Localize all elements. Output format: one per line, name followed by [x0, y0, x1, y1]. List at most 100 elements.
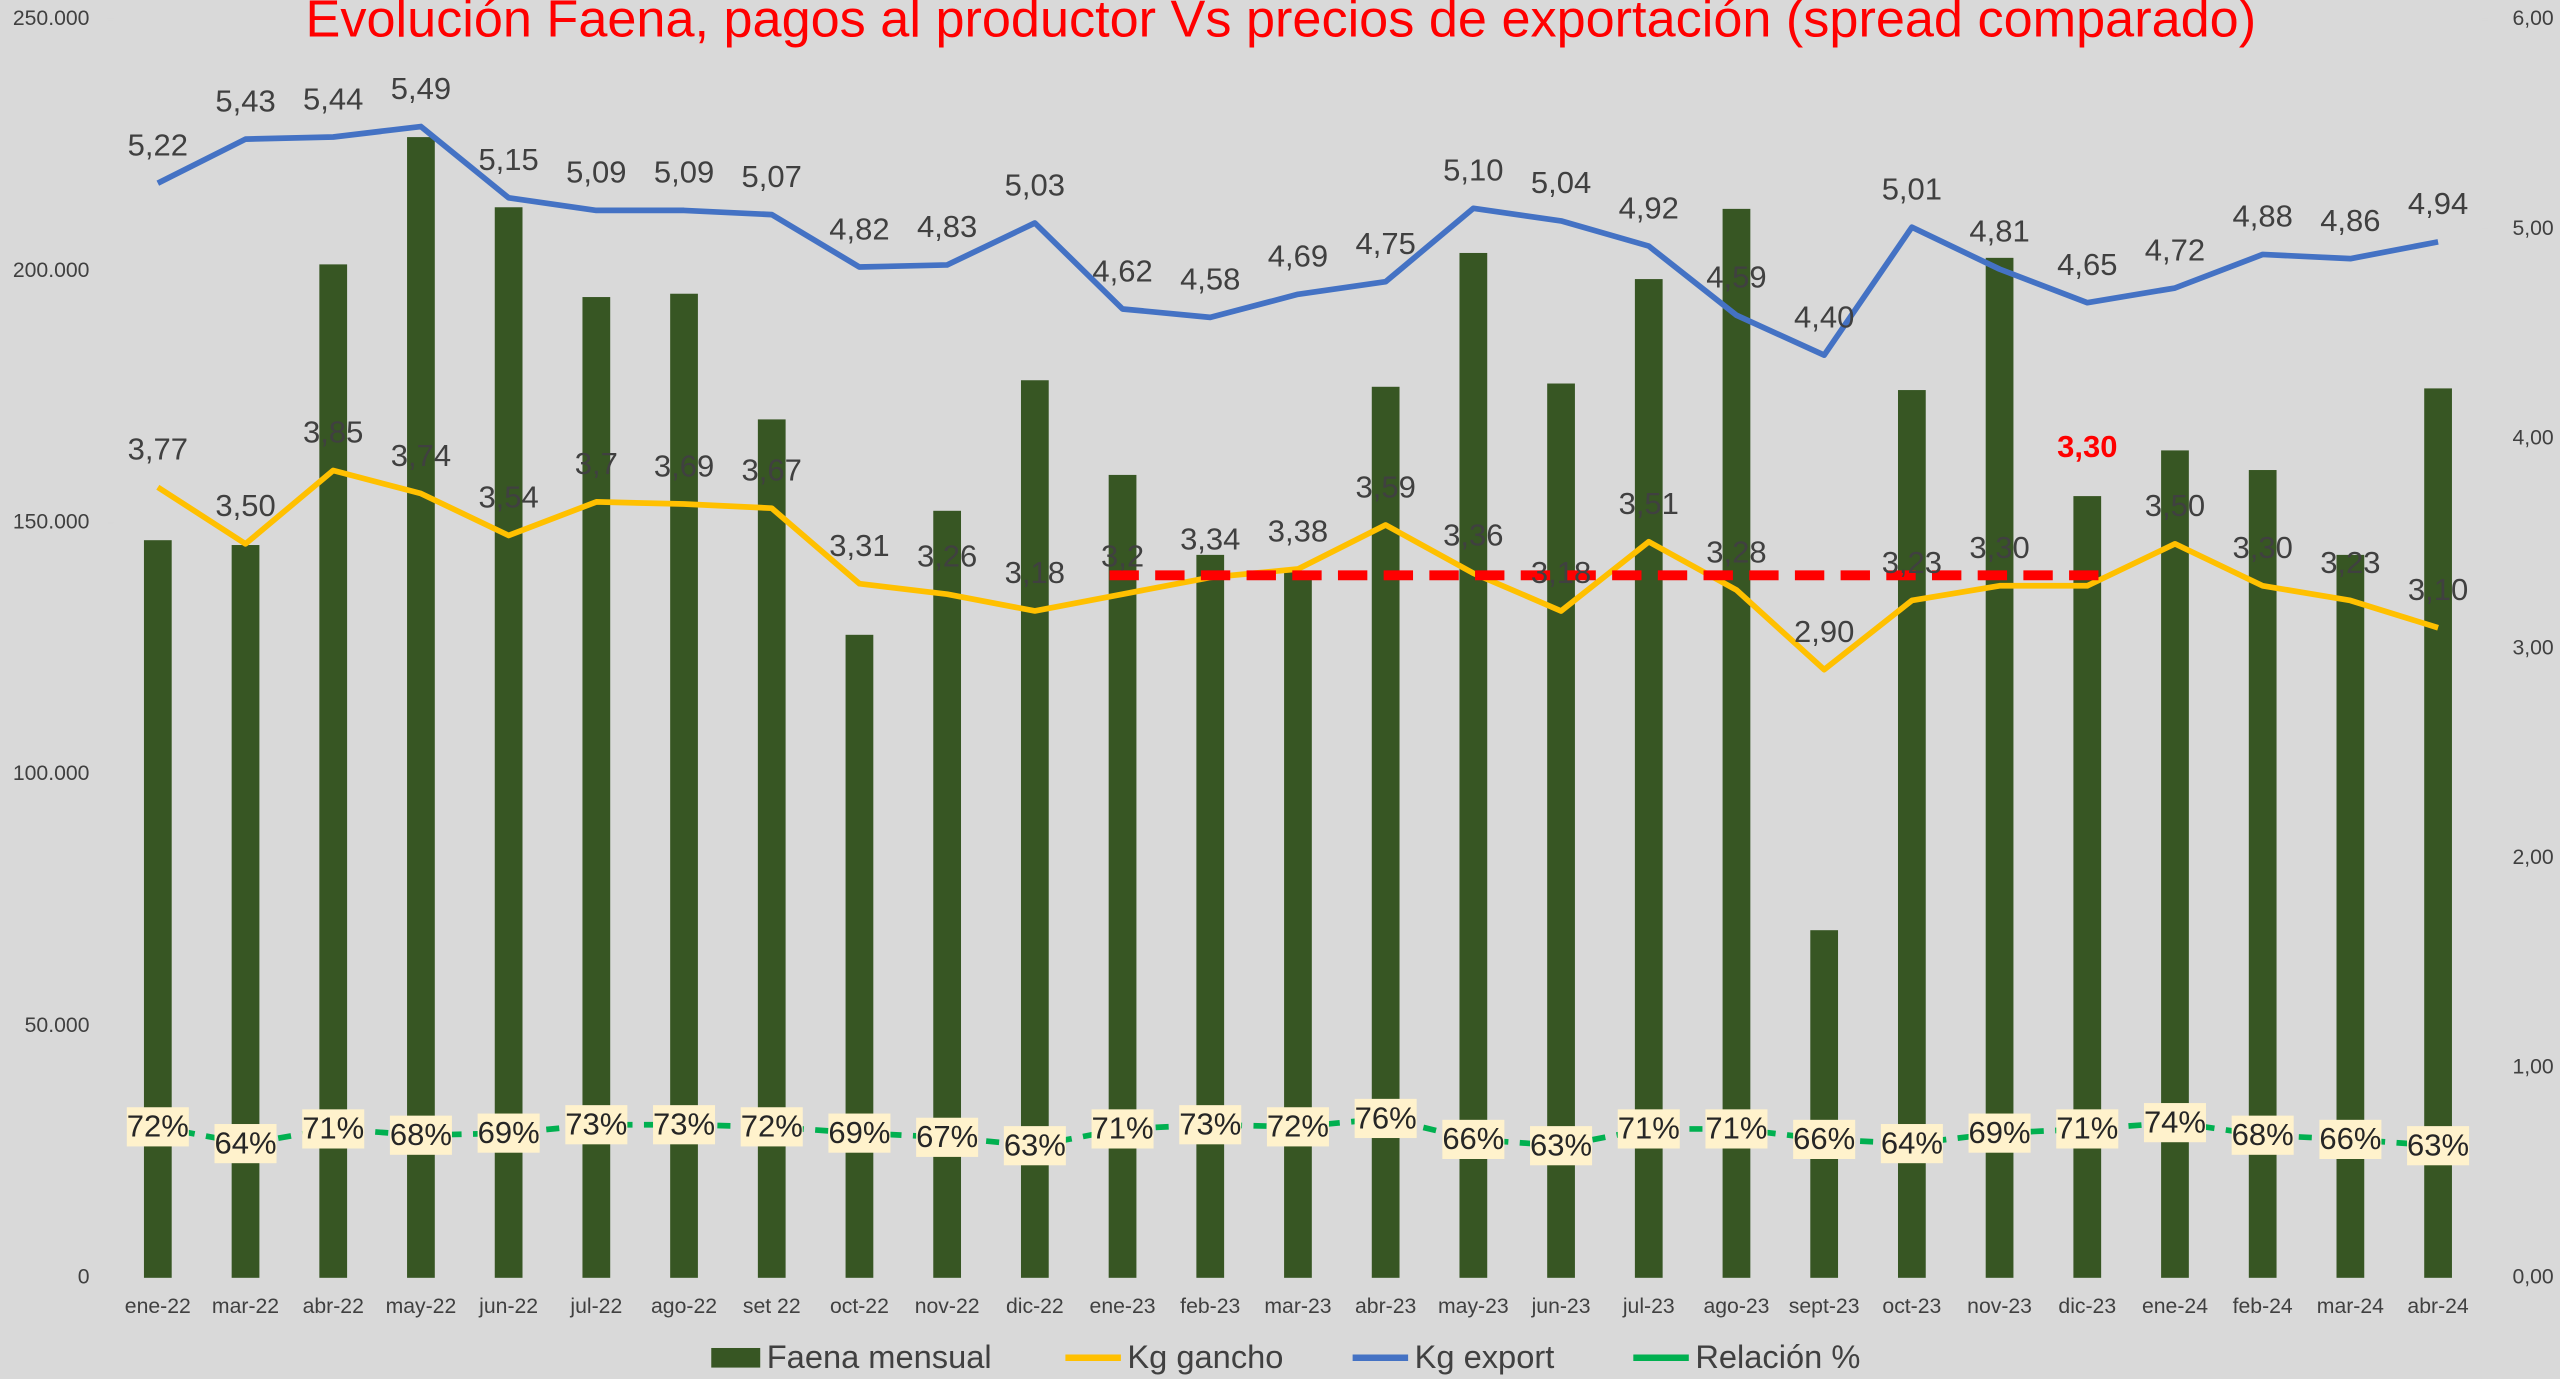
bar — [1196, 554, 1225, 1278]
data-label: 69% — [1969, 1115, 2031, 1150]
x-tick-label: feb-23 — [1180, 1295, 1240, 1318]
data-label: 3,50 — [215, 488, 275, 523]
x-tick-label: oct-23 — [1882, 1295, 1941, 1318]
data-label: 4,83 — [917, 209, 977, 244]
data-label: 3,23 — [2320, 545, 2380, 580]
data-label-box — [1793, 1119, 1856, 1159]
data-label: 3,51 — [1619, 486, 1679, 521]
data-label: 69% — [828, 1115, 890, 1150]
y2-tick-label: 0,00 — [2512, 1265, 2553, 1288]
data-label: 71% — [302, 1111, 364, 1146]
data-label: 2,90 — [1794, 614, 1854, 649]
data-label-box — [2319, 1119, 2382, 1159]
bar — [1459, 252, 1488, 1278]
data-label: 68% — [2232, 1117, 2294, 1152]
data-label-box — [1968, 1113, 2031, 1153]
data-label: 71% — [1618, 1111, 1680, 1146]
data-label: 64% — [214, 1125, 276, 1160]
data-label: 71% — [2056, 1111, 2118, 1146]
data-label: 4,62 — [1092, 253, 1152, 288]
data-label: 3,50 — [2145, 488, 2205, 523]
data-label: 73% — [565, 1107, 627, 1142]
data-label-box — [126, 1107, 189, 1147]
x-tick-label: ene-22 — [125, 1295, 191, 1318]
bar — [1284, 571, 1312, 1278]
data-label: 5,22 — [128, 127, 188, 162]
data-label: 5,10 — [1443, 153, 1503, 188]
data-label: 64% — [1881, 1125, 1943, 1160]
y-tick-label: 0 — [78, 1265, 90, 1288]
data-label-box — [1442, 1119, 1505, 1159]
data-label: 63% — [1530, 1128, 1592, 1163]
data-label: 67% — [916, 1119, 978, 1154]
x-tick-label: sept-23 — [1789, 1295, 1860, 1318]
x-tick-label: may-22 — [386, 1295, 457, 1318]
data-label: 3,23 — [1882, 545, 1942, 580]
data-label: 3,38 — [1268, 513, 1328, 548]
data-label: 3,30 — [2057, 429, 2117, 464]
data-label-box — [828, 1113, 891, 1153]
bar — [1985, 257, 2014, 1278]
bar — [494, 207, 523, 1278]
data-label: 3,18 — [1005, 555, 1065, 590]
x-tick-label: jul-23 — [1622, 1295, 1675, 1318]
bar — [933, 510, 962, 1278]
data-label: 5,09 — [566, 155, 626, 190]
y2-tick-label: 4,00 — [2512, 427, 2553, 450]
data-label: 3,67 — [742, 452, 802, 487]
y2-tick-label: 1,00 — [2512, 1056, 2553, 1079]
data-label: 71% — [1092, 1111, 1154, 1146]
data-label-box — [1179, 1105, 1242, 1145]
data-label: 3,30 — [1969, 530, 2029, 565]
bar — [757, 419, 786, 1278]
data-label-box — [214, 1124, 277, 1164]
data-label-box — [477, 1113, 540, 1153]
data-label: 4,92 — [1619, 190, 1679, 225]
bar — [2248, 470, 2277, 1278]
data-label: 4,69 — [1268, 239, 1328, 274]
x-tick-label: dic-23 — [2058, 1295, 2116, 1318]
data-label: 3,7 — [575, 446, 618, 481]
data-label-box — [2143, 1103, 2206, 1143]
data-label-box — [389, 1115, 452, 1155]
data-label: 4,88 — [2233, 199, 2293, 234]
bar — [407, 137, 435, 1278]
legend-label: Faena mensual — [767, 1338, 992, 1375]
data-label: 3,2 — [1101, 538, 1144, 573]
legend-label: Relación % — [1695, 1338, 1860, 1375]
y2-tick-label: 6,00 — [2512, 7, 2553, 30]
data-label-box — [1354, 1098, 1417, 1139]
data-label: 5,09 — [654, 155, 714, 190]
data-label: 3,77 — [128, 432, 188, 467]
x-tick-label: mar-24 — [2317, 1295, 2384, 1318]
x-tick-label: jun-22 — [478, 1295, 538, 1318]
data-label: 5,07 — [742, 159, 802, 194]
x-tick-label: jun-23 — [1531, 1295, 1591, 1318]
data-label-box — [565, 1105, 628, 1145]
x-tick-label: nov-23 — [1967, 1295, 2032, 1318]
data-label: 76% — [1355, 1100, 1417, 1135]
data-label: 3,28 — [1706, 534, 1766, 569]
data-label-box — [2231, 1115, 2294, 1155]
y2-tick-label: 2,00 — [2512, 846, 2553, 869]
data-label-box — [2407, 1126, 2470, 1166]
data-label-box — [1705, 1109, 1768, 1149]
data-label: 4,72 — [2145, 232, 2205, 267]
x-tick-label: oct-22 — [830, 1295, 889, 1318]
data-label-box — [1530, 1126, 1593, 1166]
data-label: 72% — [741, 1109, 803, 1144]
data-label: 3,18 — [1531, 555, 1591, 590]
data-label: 4,86 — [2320, 203, 2380, 238]
data-label: 4,82 — [829, 211, 889, 246]
data-label: 3,34 — [1180, 522, 1240, 557]
data-label: 5,15 — [478, 142, 538, 177]
y-tick-label: 200.000 — [13, 259, 90, 282]
x-tick-label: ago-22 — [651, 1295, 717, 1318]
x-tick-label: ene-23 — [1090, 1295, 1156, 1318]
bar — [231, 545, 260, 1278]
y-tick-label: 250.000 — [13, 7, 90, 30]
y2-tick-label: 3,00 — [2512, 636, 2553, 659]
series-line — [156, 123, 2439, 358]
data-label: 5,43 — [215, 83, 275, 118]
